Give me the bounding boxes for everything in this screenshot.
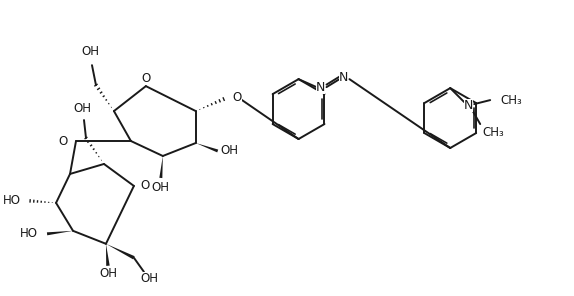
Text: OH: OH bbox=[152, 181, 170, 194]
Text: OH: OH bbox=[81, 45, 99, 58]
Text: N: N bbox=[464, 99, 473, 112]
Polygon shape bbox=[106, 244, 135, 259]
Text: OH: OH bbox=[99, 267, 117, 280]
Text: CH₃: CH₃ bbox=[482, 126, 504, 139]
Polygon shape bbox=[106, 244, 110, 266]
Text: HO: HO bbox=[3, 194, 21, 207]
Text: N: N bbox=[316, 81, 325, 94]
Text: OH: OH bbox=[141, 272, 159, 285]
Text: HO: HO bbox=[20, 227, 38, 240]
Text: N: N bbox=[339, 71, 348, 84]
Polygon shape bbox=[47, 231, 73, 235]
Text: O: O bbox=[232, 91, 242, 104]
Text: O: O bbox=[141, 72, 150, 85]
Polygon shape bbox=[160, 156, 163, 178]
Text: O: O bbox=[140, 179, 149, 192]
Text: OH: OH bbox=[73, 102, 91, 115]
Text: CH₃: CH₃ bbox=[500, 94, 522, 107]
Polygon shape bbox=[196, 143, 218, 152]
Text: O: O bbox=[59, 134, 68, 147]
Text: OH: OH bbox=[220, 144, 239, 157]
